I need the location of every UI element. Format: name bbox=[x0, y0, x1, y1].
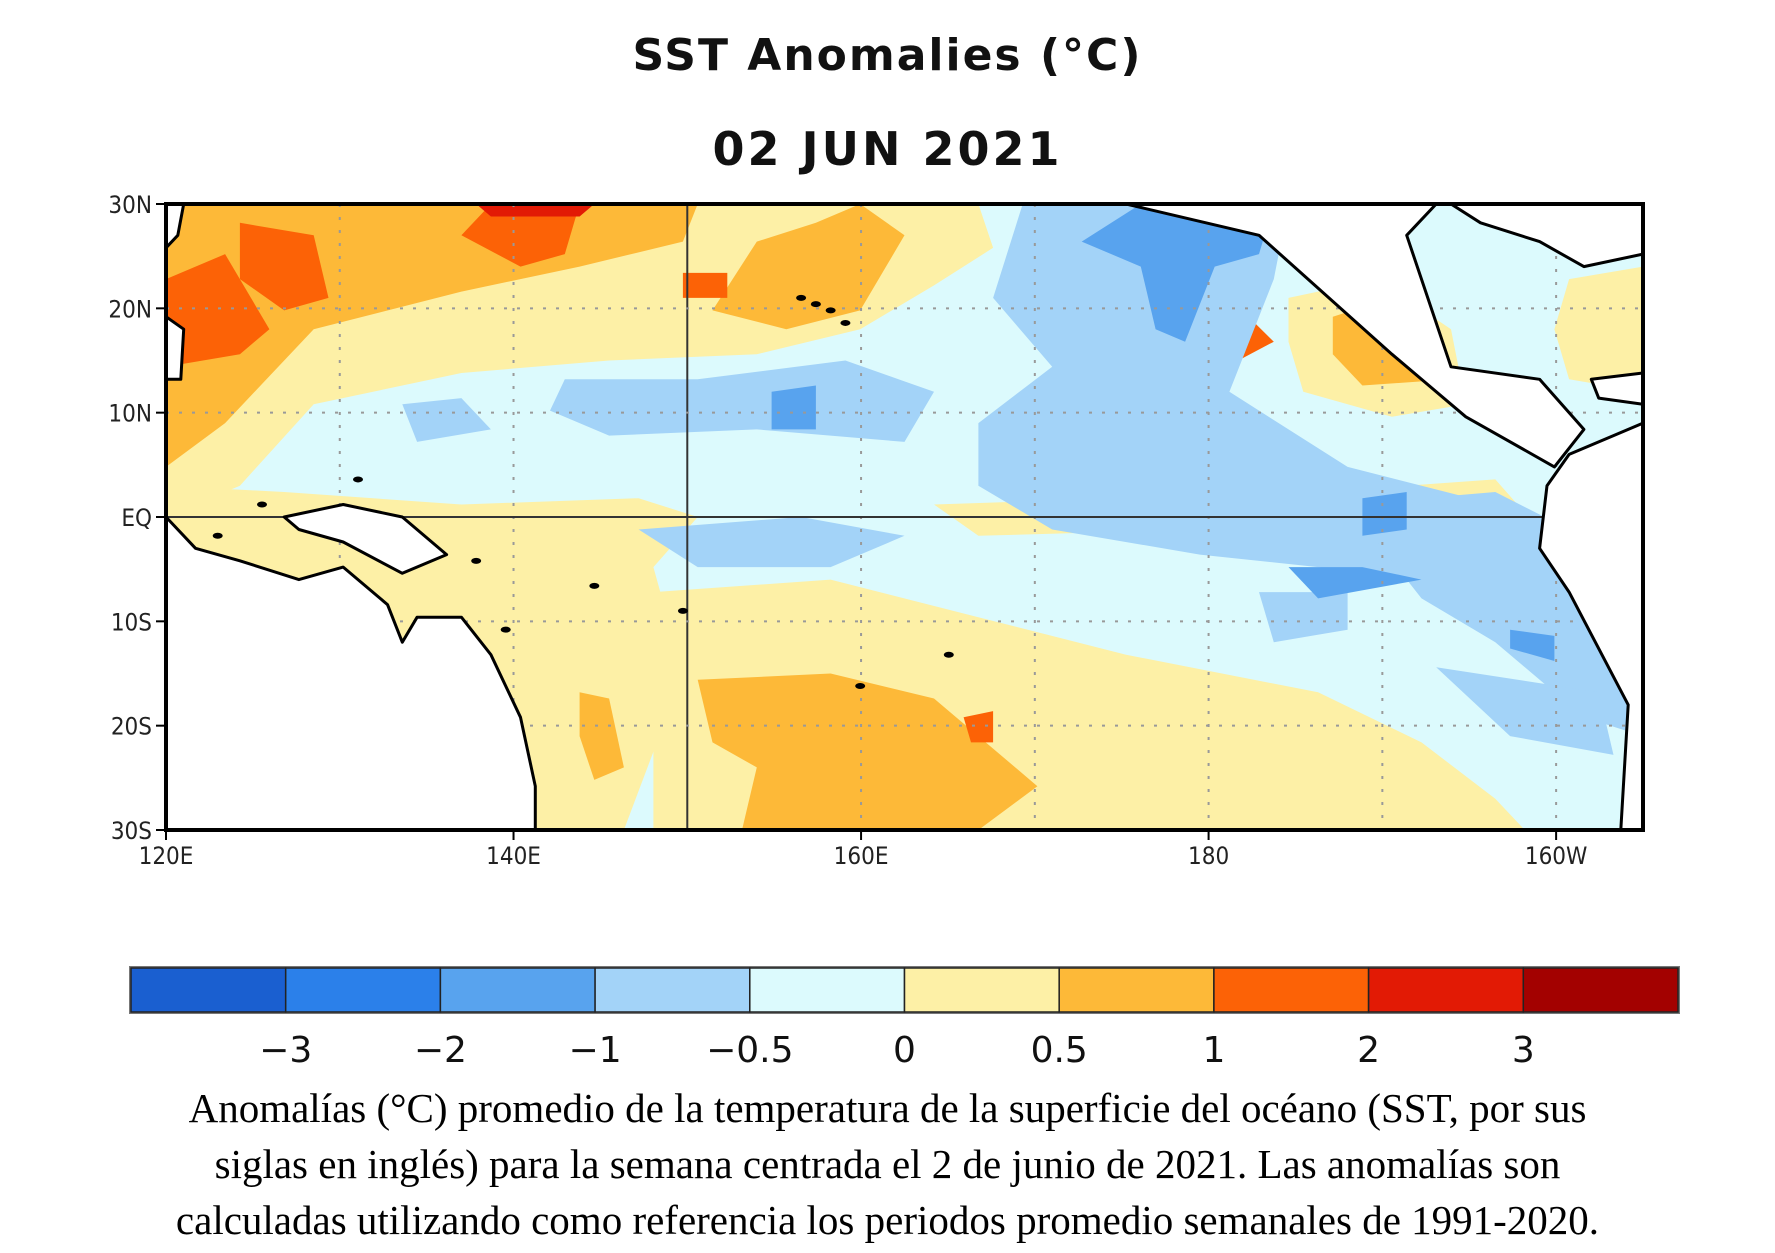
colorbar-swatch bbox=[1213, 967, 1370, 1013]
anomaly-region bbox=[963, 711, 994, 743]
island bbox=[353, 476, 364, 483]
colorbar-tick-label: −0.5 bbox=[706, 1030, 793, 1071]
y-tick-label: 10S bbox=[111, 608, 152, 636]
anomaly-region bbox=[1362, 492, 1407, 536]
anomaly-region bbox=[550, 360, 934, 442]
anomaly-region bbox=[1288, 567, 1422, 599]
landmass bbox=[1589, 371, 1643, 406]
landmass bbox=[166, 515, 537, 830]
anomaly-region bbox=[712, 204, 905, 330]
landmass bbox=[1124, 204, 1586, 469]
colorbar-tick-label: 2 bbox=[1357, 1030, 1380, 1071]
island bbox=[796, 294, 807, 301]
island bbox=[810, 301, 821, 308]
caption-line-1: Anomalías (°C) promedio de la temperatur… bbox=[188, 1085, 1587, 1131]
chart-date: 02 JUN 2021 bbox=[712, 122, 1063, 176]
y-tick-label: 10N bbox=[108, 400, 152, 428]
anomaly-region bbox=[978, 204, 1496, 580]
anomaly-region bbox=[476, 204, 595, 217]
colorbar-tick-label: 3 bbox=[1512, 1030, 1535, 1071]
y-tick-label: 30S bbox=[111, 817, 152, 845]
island bbox=[257, 501, 268, 508]
island bbox=[825, 307, 836, 314]
anomaly-region bbox=[1259, 592, 1348, 643]
island bbox=[677, 607, 688, 614]
y-tick-label: 20S bbox=[111, 713, 152, 741]
anomaly-region bbox=[402, 398, 491, 442]
anomaly-region bbox=[166, 254, 270, 367]
chart-title: SST Anomalies (°C) bbox=[632, 30, 1143, 81]
anomaly-map bbox=[164, 202, 1645, 832]
anomaly-region bbox=[461, 204, 580, 267]
island bbox=[943, 651, 954, 658]
anomaly-region bbox=[1081, 204, 1274, 342]
anomaly-region bbox=[697, 673, 1038, 830]
y-tick-label: EQ bbox=[121, 504, 152, 532]
colorbar-swatch bbox=[903, 967, 1060, 1013]
island bbox=[500, 626, 511, 633]
colorbar-swatch bbox=[130, 967, 287, 1013]
colorbar-tick-label: −2 bbox=[414, 1030, 467, 1071]
colorbar-swatch bbox=[284, 967, 442, 1013]
anomaly-region bbox=[1510, 629, 1555, 661]
y-tick-label: 20N bbox=[108, 295, 152, 323]
colorbar-tick-label: −3 bbox=[259, 1030, 312, 1071]
anomaly-region bbox=[771, 385, 816, 430]
colorbar-tick-label: 0 bbox=[893, 1030, 916, 1071]
anomaly-region bbox=[682, 272, 728, 298]
island bbox=[471, 557, 482, 564]
colorbar-swatch bbox=[749, 967, 906, 1013]
landmass bbox=[1449, 204, 1643, 269]
x-tick-label: 160W bbox=[1525, 842, 1588, 870]
colorbar: −3 −2 −1 −0.5 0 0.5 1 2 3 bbox=[129, 966, 1680, 1071]
y-tick-label: 30N bbox=[108, 191, 152, 219]
anomaly-region bbox=[579, 692, 624, 780]
island bbox=[855, 683, 866, 690]
anomaly-region bbox=[638, 517, 905, 568]
x-tick-label: 180 bbox=[1188, 842, 1229, 870]
anomaly-region bbox=[239, 222, 329, 311]
colorbar-swatch bbox=[1367, 967, 1525, 1013]
colorbar-tick-label: −1 bbox=[569, 1030, 622, 1071]
landmass bbox=[282, 503, 449, 575]
landmass bbox=[1538, 421, 1643, 830]
island bbox=[840, 319, 851, 326]
caption: Anomalías (°C) promedio de la temperatur… bbox=[0, 1080, 1775, 1248]
colorbar-swatch bbox=[594, 967, 751, 1013]
colorbar-swatch bbox=[1522, 967, 1679, 1013]
island bbox=[212, 532, 223, 539]
landmass bbox=[166, 315, 186, 381]
island bbox=[589, 582, 600, 589]
x-tick-label: 140E bbox=[486, 842, 541, 870]
caption-line-3: calculadas utilizando como referencia lo… bbox=[175, 1197, 1600, 1243]
anomaly-region bbox=[1436, 667, 1614, 755]
colorbar-tick-label: 1 bbox=[1202, 1030, 1225, 1071]
caption-line-2: siglas en inglés) para la semana centrad… bbox=[214, 1141, 1561, 1187]
landmass bbox=[166, 204, 186, 250]
anomaly-region bbox=[1554, 266, 1643, 392]
colorbar-tick-label: 0.5 bbox=[1031, 1030, 1088, 1071]
x-tick-label: 160E bbox=[834, 842, 889, 870]
colorbar-swatch bbox=[439, 967, 596, 1013]
colorbar-swatch bbox=[1058, 967, 1215, 1013]
x-tick-label: 120E bbox=[139, 842, 194, 870]
